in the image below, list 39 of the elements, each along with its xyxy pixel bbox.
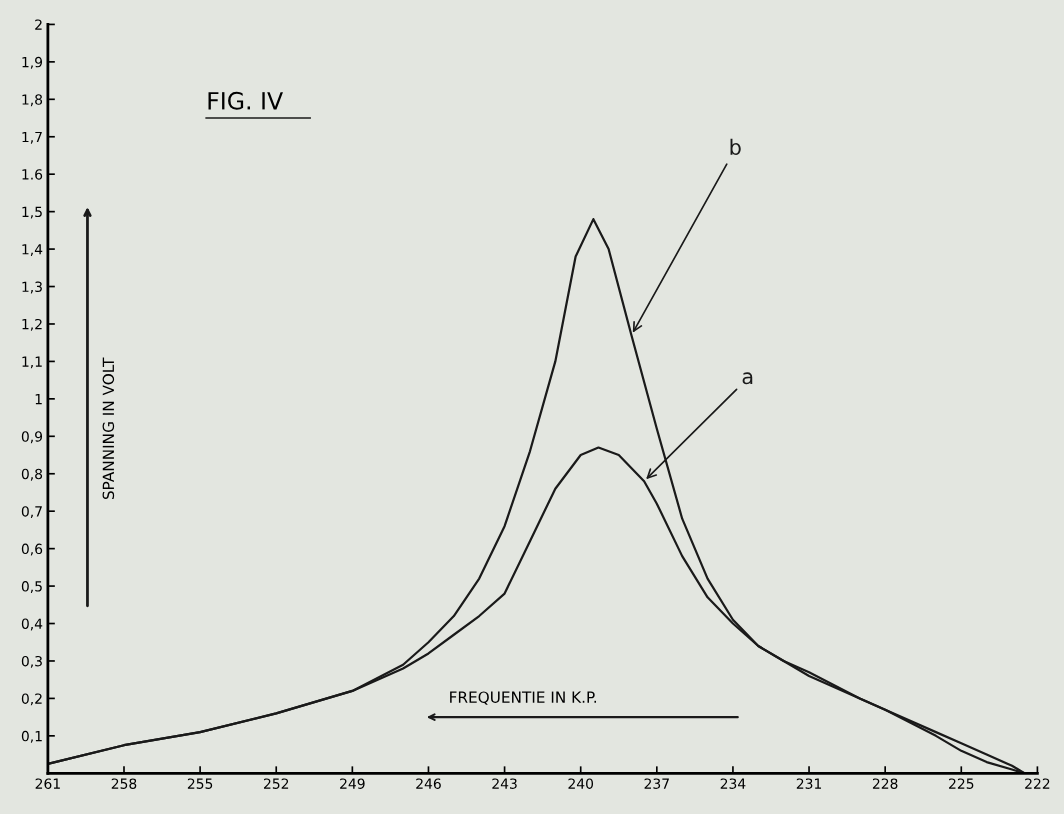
x-tick-label: 240	[568, 778, 594, 789]
x-tick-label: 234	[720, 778, 746, 789]
y-tick-label: 1,2	[22, 318, 42, 331]
y-tick-label: 0,9	[21, 431, 43, 444]
x-tick-label: 252	[263, 778, 289, 789]
x-tick-label: 261	[35, 778, 60, 789]
y-axis-title: SPANNING IN VOLT	[102, 357, 115, 500]
x-tick-label: 228	[872, 778, 898, 789]
text: b	[730, 138, 741, 155]
x-tick-label: 255	[187, 778, 213, 789]
y-tick-label: 0,6	[21, 543, 43, 556]
x-tick-label: 258	[111, 778, 137, 789]
y-tick-label: 1,1	[22, 356, 42, 369]
y-tick-label: 1.6	[22, 169, 43, 180]
x-tick-label: 246	[416, 778, 441, 789]
x-axis-title: FREQUENTIE IN K.P.	[450, 691, 597, 705]
text: FIG. IV	[208, 91, 283, 110]
text: a	[742, 372, 753, 385]
x-tick-label: 222	[1025, 778, 1050, 789]
x-tick-label: 237	[644, 778, 669, 789]
y-tick-label: 2	[35, 19, 42, 30]
y-tick-label: 1	[35, 394, 42, 405]
y-tick-label: 1,3	[22, 281, 42, 294]
y-tick-label: 0,8	[21, 468, 43, 481]
y-tick-label: 1,9	[22, 56, 43, 69]
y-tick-label: 1,7	[22, 131, 42, 144]
y-tick-label: 1,4	[22, 244, 43, 256]
y-tick-label: 0,5	[21, 581, 42, 593]
y-tick-label: 0,4	[21, 618, 43, 631]
x-tick-label: 231	[796, 778, 822, 789]
y-tick-label: 1,8	[22, 94, 43, 107]
y-tick-label: 0,3	[21, 655, 42, 668]
y-tick-label: 0,7	[21, 506, 42, 519]
x-tick-label: 243	[492, 778, 517, 789]
y-tick-label: 1,5	[22, 206, 42, 219]
y-tick-label: 0,2	[21, 693, 42, 706]
y-tick-label: 0,1	[21, 730, 42, 743]
x-tick-label: 225	[949, 778, 974, 789]
x-tick-label: 249	[340, 778, 365, 789]
